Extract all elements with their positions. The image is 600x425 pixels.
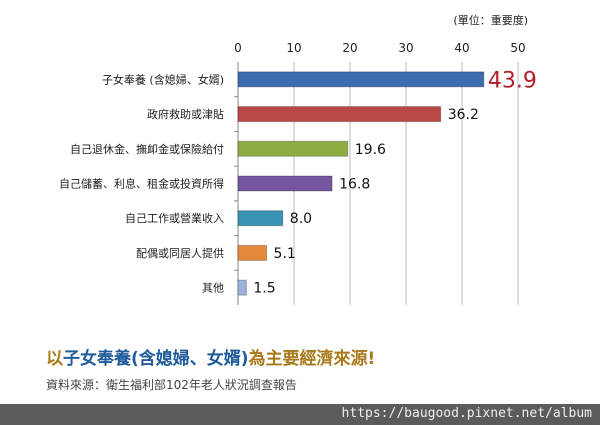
watermark-url: https://baugood.pixnet.net/album — [341, 406, 592, 421]
data-label: 1.5 — [253, 281, 275, 297]
data-label: 5.1 — [274, 246, 296, 262]
x-tick-label: 50 — [510, 41, 525, 55]
bar — [237, 244, 268, 261]
category-label: 自己退休金、撫卹金或保險給付 — [70, 142, 224, 156]
headline: 以子女奉養(含媳婦、女婿)為主要經濟來源! — [46, 344, 375, 369]
x-tick-label: 40 — [454, 41, 469, 55]
category-label: 自己儲蓄、利息、租金或投資所得 — [59, 177, 224, 191]
unit-note: (單位：重要度) — [453, 13, 528, 27]
bar — [237, 140, 349, 157]
watermark-bar: https://baugood.pixnet.net/album — [0, 404, 600, 425]
headline-part-3: 為主要經濟來源! — [248, 349, 376, 369]
category-label: 配偶或同居人提供 — [136, 246, 224, 260]
data-label: 36.2 — [448, 107, 479, 123]
headline-part-2: 子女奉養(含媳婦、女婿) — [63, 349, 249, 369]
bar — [237, 279, 247, 296]
source-note: 資料來源：衛生福利部102年老人狀況調查報告 — [46, 378, 297, 392]
category-label: 子女奉養 (含媳婦、女婿) — [102, 72, 224, 86]
x-tick-label: 20 — [342, 41, 357, 55]
bar — [237, 175, 333, 192]
headline-part-1: 以 — [46, 349, 63, 369]
data-label: 43.9 — [488, 68, 537, 93]
x-tick-label: 10 — [286, 41, 301, 55]
data-label: 16.8 — [339, 177, 370, 193]
x-tick-label: 0 — [234, 41, 242, 55]
bar — [237, 71, 485, 88]
x-tick-label: 30 — [398, 41, 413, 55]
category-label: 自己工作或營業收入 — [125, 211, 224, 225]
category-label: 其他 — [202, 282, 224, 295]
category-label: 政府救助或津貼 — [147, 107, 224, 121]
bar — [237, 106, 442, 123]
bar — [237, 210, 284, 227]
bar-chart: (單位：重要度) 0 10 20 30 40 50 子女奉養 (含媳婦、女婿) 43.9 政府救助… — [59, 13, 537, 305]
data-label: 19.6 — [355, 142, 386, 158]
data-label: 8.0 — [290, 211, 312, 227]
